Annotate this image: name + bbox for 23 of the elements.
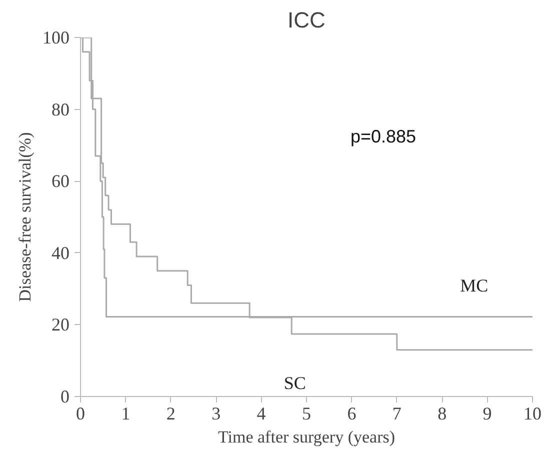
chart-title: ICC (288, 8, 326, 32)
y-tick-label: 80 (52, 99, 70, 120)
x-tick-label: 2 (166, 404, 176, 424)
x-tick-label: 4 (256, 404, 266, 424)
x-axis-title: Time after surgery (years) (218, 428, 396, 446)
annotation: p=0.885 (350, 126, 416, 146)
y-tick-label: 40 (52, 242, 70, 263)
y-tick-label: 100 (42, 28, 70, 48)
x-tick-label: 3 (212, 404, 221, 424)
x-tick-label: 9 (482, 404, 492, 424)
x-tick-label: 6 (347, 404, 356, 424)
y-tick-label: 60 (52, 171, 70, 192)
y-tick-label: 20 (52, 314, 70, 335)
x-tick-label: 5 (302, 404, 311, 424)
y-axis-title: Disease-free survival(%) (16, 132, 34, 302)
series-label: MC (460, 275, 488, 296)
x-tick-label: 7 (392, 404, 402, 424)
x-tick-label: 8 (438, 404, 447, 424)
x-tick-label: 10 (524, 404, 542, 424)
x-tick-label: 1 (121, 404, 130, 424)
text: SC (284, 372, 306, 393)
x-tick-label: 0 (76, 404, 85, 424)
y-tick-label: 0 (60, 386, 70, 406)
